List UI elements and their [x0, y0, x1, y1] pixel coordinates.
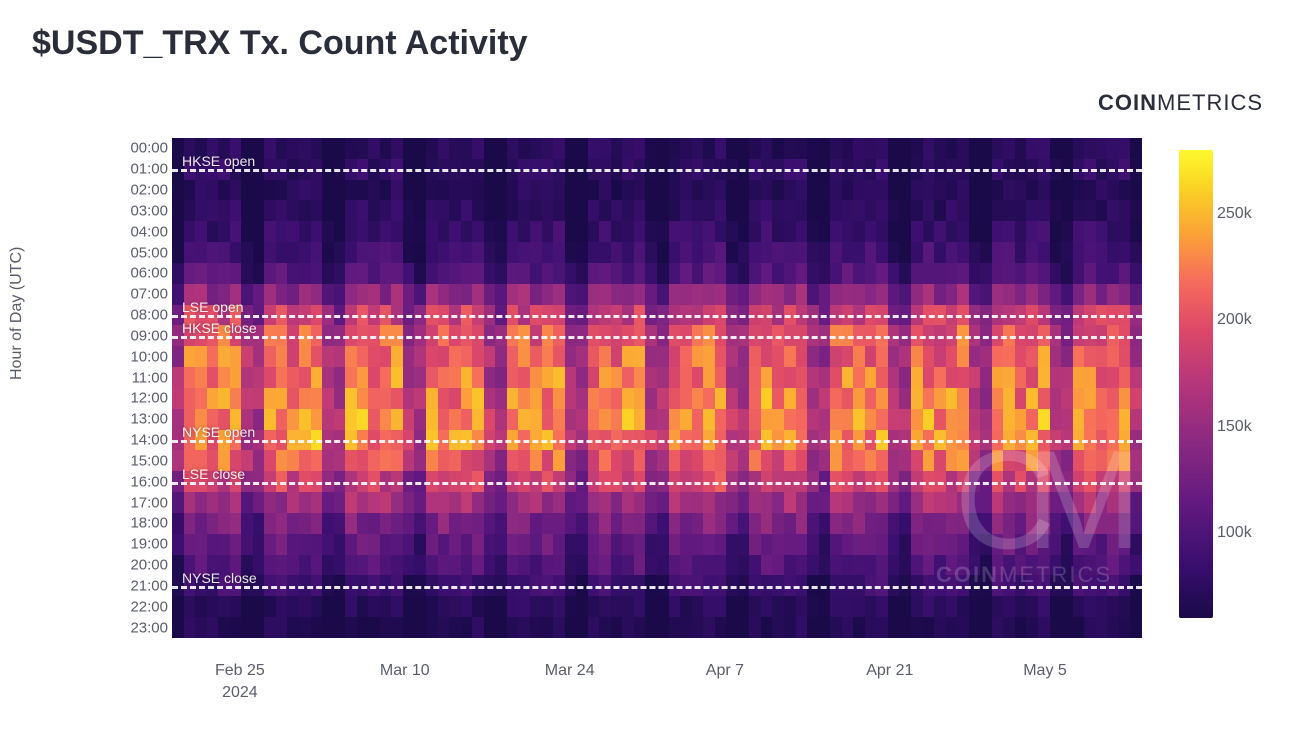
y-tick: 06:00: [130, 265, 168, 282]
x-tick-group: Feb 252024 Mar 10 Mar 24 Apr 7 Apr 21 May 5: [172, 660, 1142, 720]
heatmap-row: [172, 513, 1142, 534]
heatmap-row: [172, 180, 1142, 201]
heatmap-row: [172, 367, 1142, 388]
x-tick: Apr 21: [866, 660, 913, 682]
y-tick: 01:00: [130, 161, 168, 178]
reference-line-label: HKSE close: [182, 320, 257, 336]
x-tick: Apr 7: [706, 660, 744, 682]
heatmap-row: [172, 263, 1142, 284]
y-tick: 09:00: [130, 327, 168, 344]
y-tick: 04:00: [130, 223, 168, 240]
y-tick: 07:00: [130, 286, 168, 303]
y-tick: 03:00: [130, 202, 168, 219]
y-tick: 15:00: [130, 452, 168, 469]
y-tick: 11:00: [132, 369, 168, 386]
y-tick: 19:00: [130, 536, 168, 553]
heatmap-row: [172, 492, 1142, 513]
colorbar-tick: 250k: [1217, 205, 1252, 223]
reference-line: HKSE close: [172, 336, 1142, 339]
heatmap-row: [172, 388, 1142, 409]
heatmap-row: [172, 242, 1142, 263]
y-tick-group: 00:00 01:00 02:00 03:00 04:00 05:00 06:00 07:00…: [102, 138, 168, 638]
x-tick: Feb 252024: [215, 660, 265, 705]
y-tick: 08:00: [130, 307, 168, 324]
y-tick: 21:00: [130, 577, 168, 594]
reference-line-label: NYSE open: [182, 424, 255, 440]
heatmap-row: [172, 534, 1142, 555]
y-tick: 20:00: [130, 557, 168, 574]
x-tick: Mar 10: [380, 660, 430, 682]
heatmap-row: [172, 555, 1142, 576]
reference-line-label: LSE open: [182, 299, 244, 315]
heatmap-row: [172, 596, 1142, 617]
reference-line-label: HKSE open: [182, 153, 255, 169]
y-tick: 12:00: [130, 390, 168, 407]
brand-label: COINMETRICS: [1098, 90, 1263, 116]
y-tick: 13:00: [130, 411, 168, 428]
heatmap-row: [172, 450, 1142, 471]
x-tick: May 5: [1023, 660, 1067, 682]
colorbar-tick: 150k: [1217, 418, 1252, 436]
y-axis-label: Hour of Day (UTC): [8, 247, 26, 380]
y-tick: 05:00: [130, 244, 168, 261]
y-tick: 18:00: [130, 515, 168, 532]
y-tick: 17:00: [130, 494, 168, 511]
reference-line: LSE close: [172, 482, 1142, 485]
reference-line: NYSE close: [172, 586, 1142, 589]
colorbar-tick: 200k: [1217, 311, 1252, 329]
y-tick: 00:00: [130, 140, 168, 157]
reference-line-label: NYSE close: [182, 570, 257, 586]
y-tick: 10:00: [130, 348, 168, 365]
colorbar: [1179, 150, 1213, 618]
chart-title: $USDT_TRX Tx. Count Activity: [32, 24, 528, 63]
y-tick: 23:00: [130, 619, 168, 636]
colorbar-tick: 100k: [1217, 524, 1252, 542]
y-tick: 16:00: [130, 473, 168, 490]
colorbar-gradient: [1179, 150, 1213, 618]
brand-bold: COIN: [1098, 90, 1157, 115]
heatmap-grid: [172, 138, 1142, 638]
x-tick: Mar 24: [545, 660, 595, 682]
heatmap-plot: HKSE open LSE open HKSE close NYSE open LSE …: [172, 138, 1142, 638]
heatmap-row: [172, 409, 1142, 430]
y-tick: 02:00: [130, 182, 168, 199]
heatmap-row: [172, 221, 1142, 242]
reference-line: LSE open: [172, 315, 1142, 318]
reference-line: NYSE open: [172, 440, 1142, 443]
heatmap-row: [172, 284, 1142, 305]
y-tick: 14:00: [130, 432, 168, 449]
colorbar-ticks: 250k 200k 150k 100k: [1217, 150, 1275, 618]
reference-line: HKSE open: [172, 169, 1142, 172]
heatmap-row: [172, 200, 1142, 221]
brand-light: METRICS: [1157, 90, 1263, 115]
reference-line-label: LSE close: [182, 466, 245, 482]
heatmap-row: [172, 346, 1142, 367]
heatmap-row: [172, 617, 1142, 638]
heatmap-row: [172, 138, 1142, 159]
y-tick: 22:00: [130, 598, 168, 615]
